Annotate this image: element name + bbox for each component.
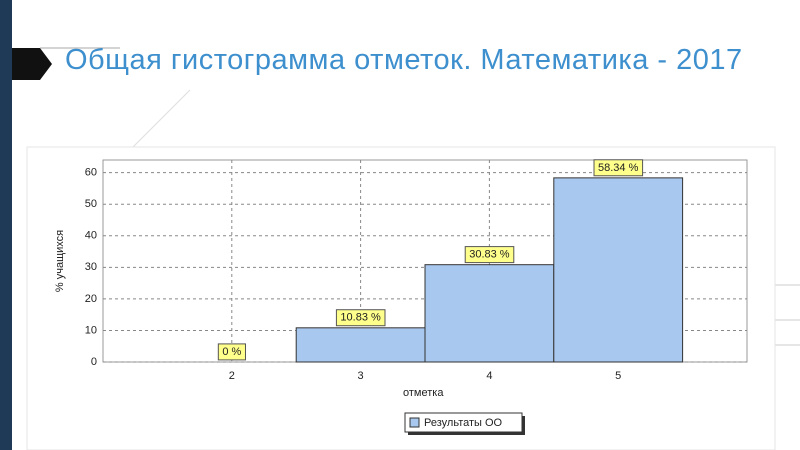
arrow — [12, 48, 52, 80]
data-label-box — [217, 343, 246, 361]
bar — [295, 327, 426, 363]
y-tick-label: 0 — [91, 356, 97, 368]
y-tick-label: 60 — [85, 167, 97, 179]
x-tick-label: 3 — [358, 370, 364, 382]
legend-swatch — [409, 417, 420, 428]
data-label: 30.83 % — [469, 249, 510, 261]
y-tick-label: 10 — [85, 324, 97, 336]
legend-label: Результаты ОО — [424, 417, 503, 429]
x-tick-label: 5 — [615, 370, 621, 382]
data-label: 10.83 % — [340, 312, 381, 324]
y-axis-label: % учащихся — [54, 230, 66, 292]
y-tick-label: 30 — [85, 261, 97, 273]
y-tick-label: 20 — [85, 293, 97, 305]
data-label: 0 % — [222, 346, 241, 358]
bar — [424, 264, 555, 363]
decor-line — [129, 89, 191, 151]
side-bar — [0, 0, 12, 450]
x-axis-label: отметка — [403, 387, 444, 399]
data-label-box — [464, 246, 515, 264]
legend-box — [404, 412, 523, 433]
x-tick-label: 2 — [229, 370, 235, 382]
data-label: 58.34 % — [598, 162, 639, 174]
x-tick-label: 4 — [486, 370, 492, 382]
data-label-box — [593, 159, 644, 177]
y-tick-label: 50 — [85, 198, 97, 210]
y-tick-label: 40 — [85, 230, 97, 242]
data-label-box — [335, 309, 386, 327]
slide-title: Общая гистограмма отметок. Математика - … — [65, 44, 743, 76]
bar — [553, 177, 684, 363]
